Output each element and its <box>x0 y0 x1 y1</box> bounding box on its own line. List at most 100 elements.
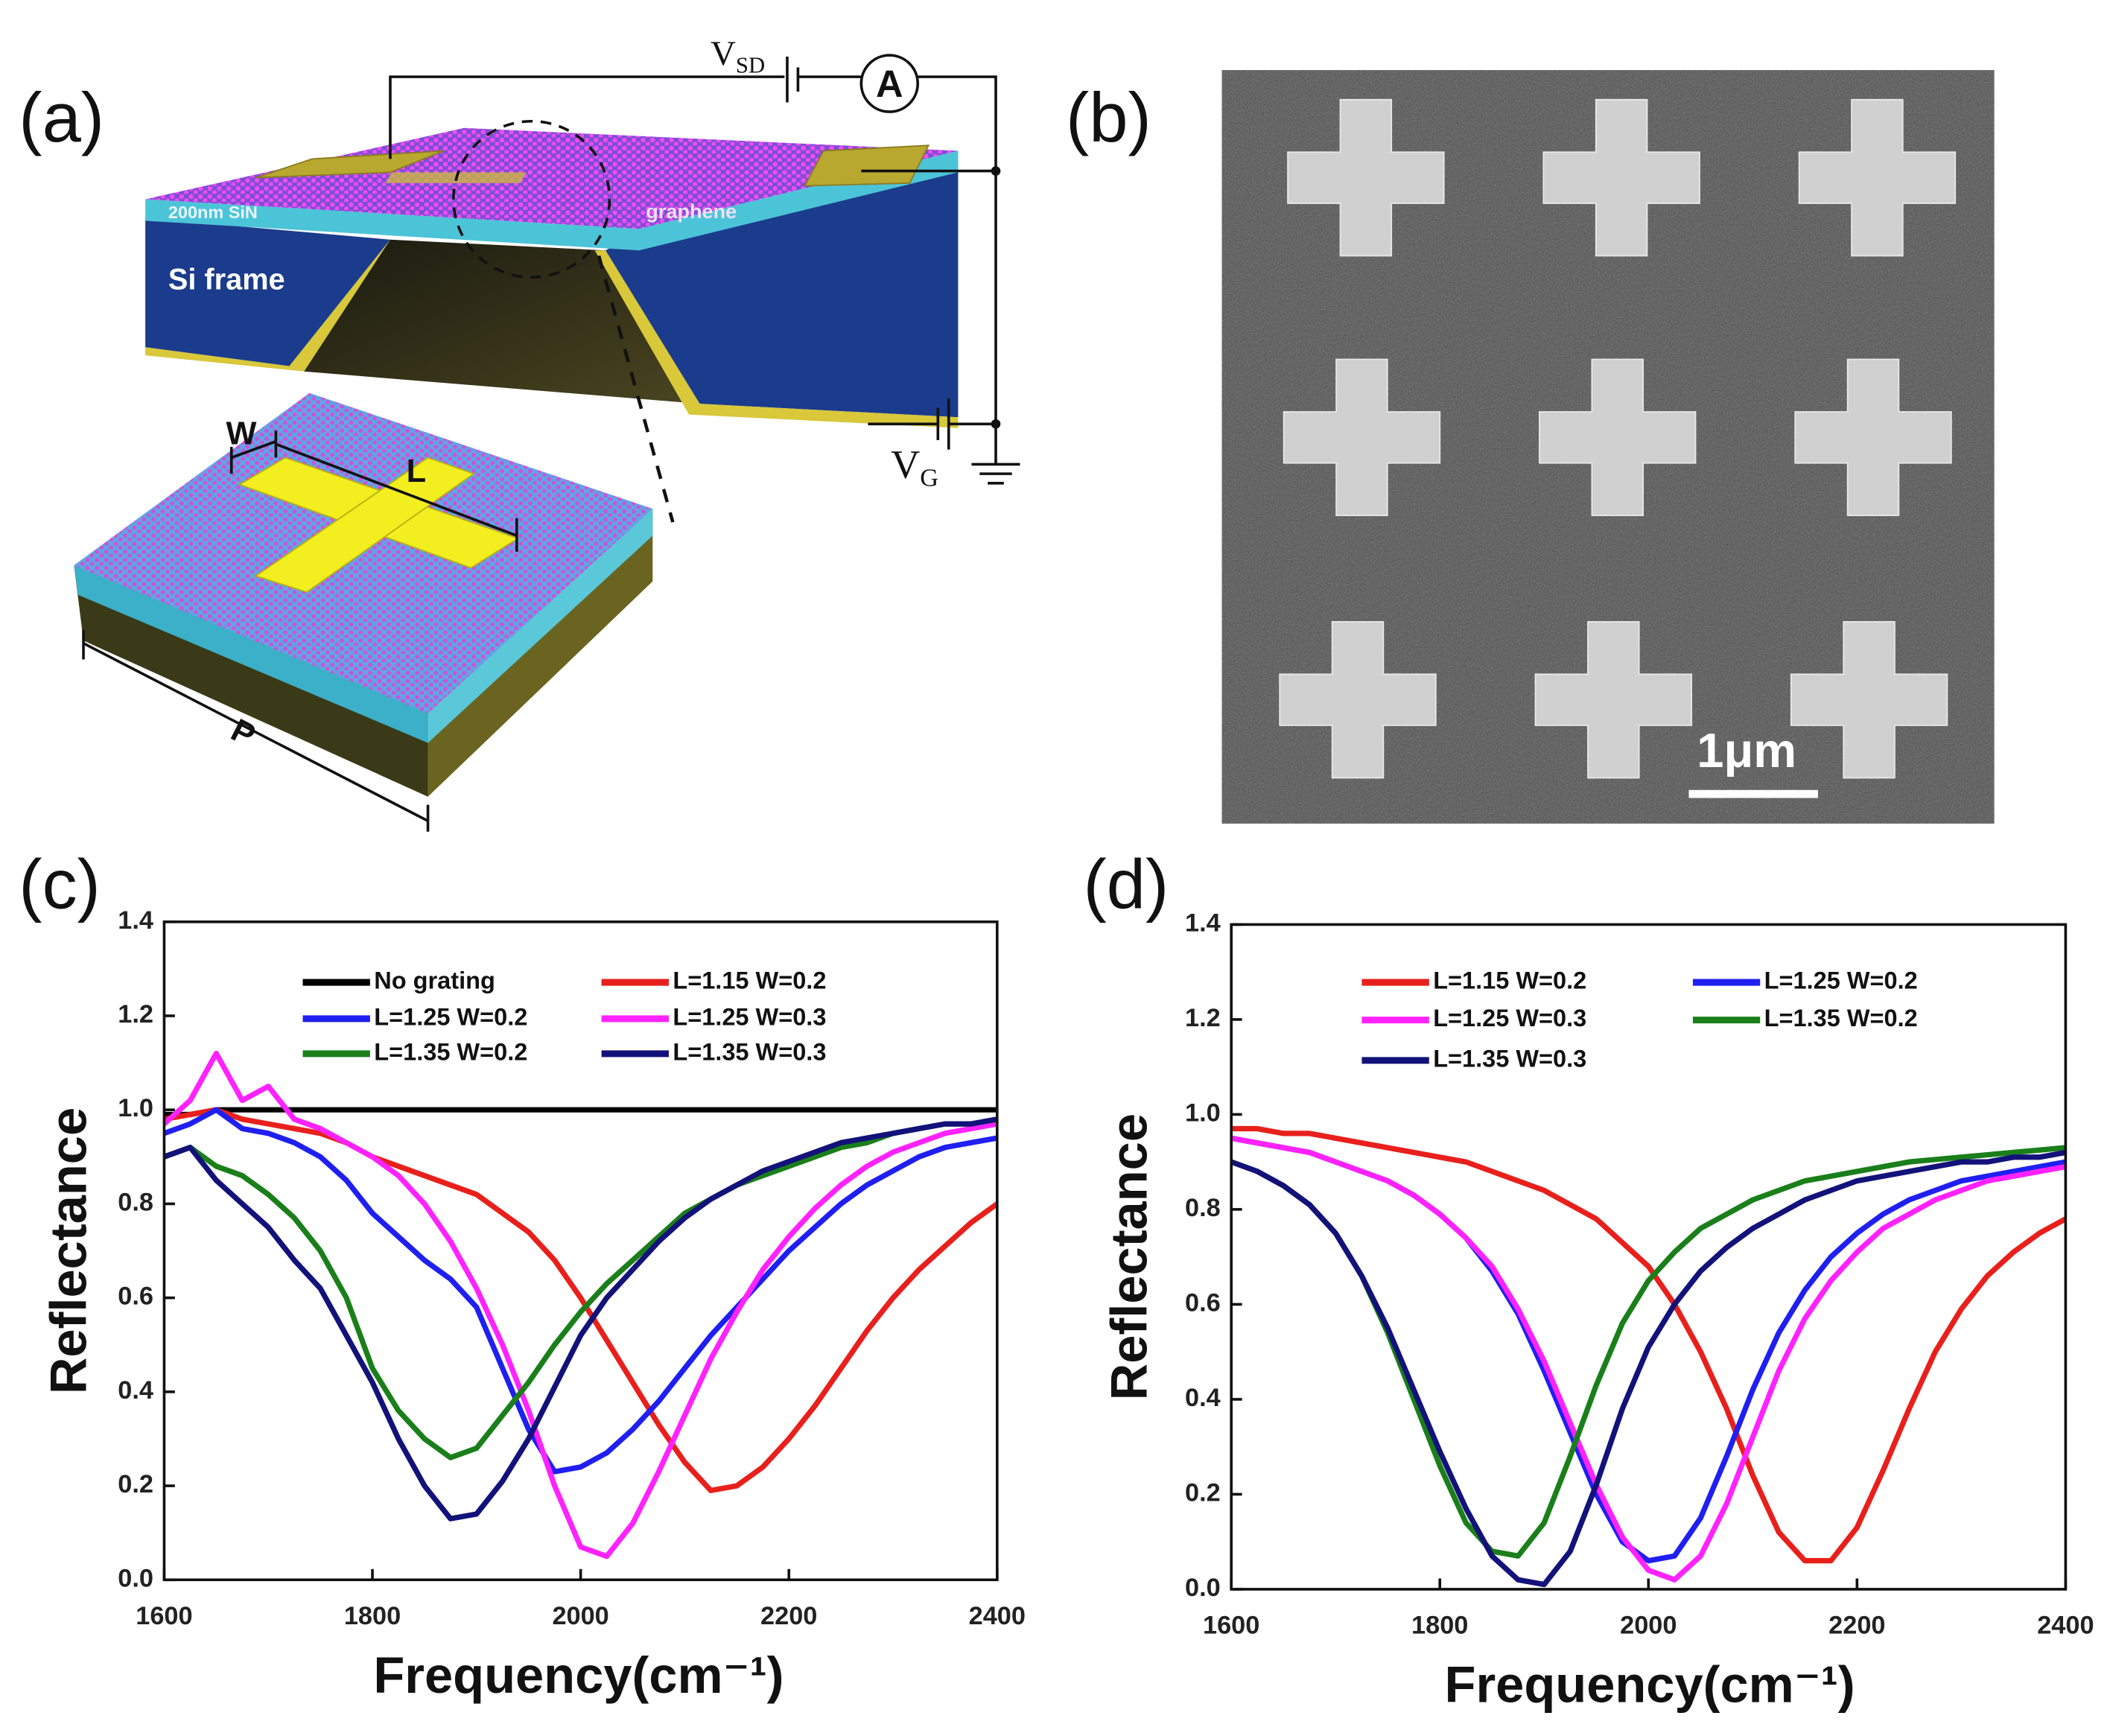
legend-label: L=1.35 W=0.3 <box>673 1038 826 1065</box>
legend-label: No grating <box>374 967 495 994</box>
cross <box>1534 620 1693 779</box>
cross <box>1287 98 1445 257</box>
layer-label: graphene <box>646 200 737 223</box>
x-tick-label: 2400 <box>2037 1612 2094 1640</box>
gold-edge <box>594 250 959 428</box>
y-tick-label: 0.4 <box>1185 1384 1221 1412</box>
sem-image: 1μm <box>1221 70 1995 824</box>
subscript: SD <box>736 53 765 78</box>
scale-bar-label: 1μm <box>1697 723 1796 778</box>
width-label: W <box>226 416 257 451</box>
y-tick-label: 0.0 <box>118 1564 153 1592</box>
y-tick-label: 0.0 <box>1185 1574 1221 1602</box>
x-tick-label: 1600 <box>136 1602 192 1630</box>
line-series <box>163 1107 998 1475</box>
frame-label: Si frame <box>168 264 285 296</box>
panel-label: (d) <box>1083 845 1169 923</box>
x-tick-label: 1800 <box>1411 1612 1468 1640</box>
x-tick-label: 1800 <box>344 1602 401 1630</box>
x-tick-label: 2200 <box>1828 1612 1885 1640</box>
zoom-line <box>597 255 675 523</box>
y-tick-label: 1.2 <box>118 1000 153 1028</box>
vsd-label: VSD <box>711 34 765 78</box>
si-frame-left <box>145 217 390 366</box>
legend-label: L=1.25 W=0.2 <box>1764 967 1918 994</box>
x-axis-label: Frequency(cm⁻¹) <box>373 1647 784 1704</box>
panel-label: (c) <box>19 845 101 923</box>
legend-label: L=1.25 W=0.3 <box>1433 1005 1586 1031</box>
cross <box>1798 98 1957 257</box>
gold-edge <box>145 347 305 372</box>
line-series <box>163 1107 999 1493</box>
node <box>991 419 1001 429</box>
y-axis-label: Reflectance <box>40 1107 98 1394</box>
cross <box>1283 358 1441 517</box>
graphene-sheet <box>145 127 959 229</box>
panel-label: (a) <box>19 78 104 156</box>
line-series <box>162 1050 998 1559</box>
cross <box>1542 98 1700 257</box>
y-tick-label: 0.8 <box>1185 1194 1221 1222</box>
device-schematic: 200nm SiN graphene Si frame VSD A VG <box>74 34 1020 832</box>
vg-label: VG <box>891 442 938 492</box>
legend-label: L=1.35 W=0.3 <box>1433 1045 1586 1072</box>
x-axis-label: Frequency(cm⁻¹) <box>1445 1656 1855 1714</box>
cross <box>1279 620 1437 779</box>
y-tick-label: 1.4 <box>118 906 153 935</box>
legend-label: L=1.35 W=0.2 <box>1764 1005 1918 1031</box>
line-series <box>163 1116 998 1522</box>
y-tick-label: 0.2 <box>118 1470 153 1498</box>
line-series <box>1231 1125 2068 1564</box>
ammeter-label: A <box>876 63 903 105</box>
y-tick-label: 0.4 <box>118 1376 153 1405</box>
y-tick-label: 1.0 <box>1185 1098 1221 1127</box>
y-tick-label: 0.6 <box>1185 1288 1221 1317</box>
legend-label: L=1.15 W=0.2 <box>1433 967 1586 994</box>
panel-label: (b) <box>1066 78 1151 156</box>
layer-label: 200nm SiN <box>168 203 258 222</box>
drain-pad <box>803 144 930 187</box>
zoom-circle <box>452 119 611 279</box>
y-tick-label: 1.2 <box>1185 1004 1221 1032</box>
x-tick-label: 1600 <box>1203 1612 1259 1640</box>
length-label: L <box>407 454 427 489</box>
y-axis-label: Reflectance <box>1100 1113 1157 1400</box>
line-series <box>163 1116 998 1460</box>
cross <box>1539 358 1697 517</box>
inset-sin <box>74 565 428 743</box>
cross-array <box>1279 98 1957 779</box>
cavity <box>304 239 700 404</box>
y-tick-label: 0.6 <box>118 1282 153 1311</box>
source-pad <box>255 150 445 179</box>
legend-label: L=1.25 W=0.3 <box>673 1003 826 1030</box>
legend-label: L=1.15 W=0.2 <box>673 967 826 994</box>
y-tick-label: 0.2 <box>1185 1478 1221 1507</box>
x-tick-label: 2000 <box>552 1602 608 1630</box>
line-series <box>164 1107 997 1118</box>
cross-arm <box>254 457 475 594</box>
line-series <box>1230 1135 2067 1583</box>
inset-graphene <box>74 392 653 713</box>
legend-label: L=1.25 W=0.2 <box>374 1003 527 1030</box>
line-series <box>1230 1149 2067 1588</box>
circuit <box>389 54 1020 485</box>
inset-sin <box>428 509 653 743</box>
plot-frame <box>1230 923 2068 1591</box>
symbol: V <box>711 34 736 73</box>
y-tick-label: 0.8 <box>118 1188 153 1216</box>
sin-layer <box>145 150 959 251</box>
y-tick-label: 1.4 <box>1185 909 1221 937</box>
legend-label: L=1.35 W=0.2 <box>374 1038 527 1065</box>
x-tick-label: 2200 <box>760 1602 817 1630</box>
cross <box>1790 620 1948 779</box>
y-tick-label: 1.0 <box>118 1094 153 1122</box>
cross <box>1794 358 1952 517</box>
node <box>991 166 1001 176</box>
x-tick-label: 2400 <box>969 1602 1026 1630</box>
subscript: G <box>920 463 938 492</box>
dimension-lines <box>82 430 518 832</box>
symbol: V <box>891 442 920 487</box>
x-tick-label: 2000 <box>1620 1612 1677 1640</box>
